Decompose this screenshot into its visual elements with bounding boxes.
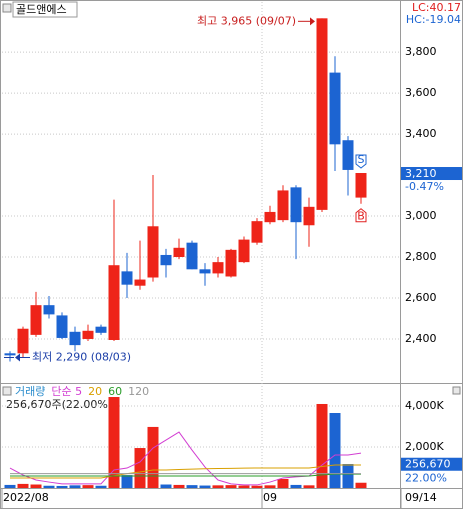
volume-bar — [121, 475, 133, 488]
volume-bar — [82, 485, 94, 488]
volume-bar — [43, 485, 55, 488]
volume-bar — [30, 484, 42, 488]
candle-body — [69, 331, 81, 346]
x-tick-label: 09/14 — [405, 491, 437, 504]
candle-body — [342, 140, 354, 170]
candle-body — [30, 305, 42, 335]
y-tick-label: 2,000K — [405, 440, 444, 453]
volume-note: 256,670주(22.00%) — [6, 398, 112, 411]
candle-body — [277, 190, 289, 221]
annotation-arrowhead — [15, 353, 20, 362]
legend-entry: 20 — [88, 385, 102, 398]
y-tick-label: 2,600 — [405, 291, 437, 304]
volume-bar — [4, 484, 16, 488]
chart-title: 골드앤에스 — [16, 3, 67, 16]
y-tick-label: 3,600 — [405, 86, 437, 99]
candle-body — [173, 247, 185, 258]
volume-bar — [355, 482, 367, 488]
lc-label: LC:40.17 — [412, 1, 461, 14]
candle-body — [212, 262, 224, 274]
volume-bar — [199, 485, 211, 488]
y-tick-label: 2,400 — [405, 332, 437, 345]
candle-body — [82, 330, 94, 339]
volume-bar — [56, 485, 68, 488]
candle-body — [329, 72, 341, 145]
candle-body — [355, 173, 367, 198]
ma-line — [10, 464, 361, 479]
y-tick-label: 2,800 — [405, 250, 437, 263]
volume-bar — [108, 397, 120, 488]
ma-line — [10, 473, 361, 477]
candle-body — [238, 239, 250, 263]
legend-entry: 거래량 — [15, 385, 45, 398]
candle-body — [95, 326, 107, 333]
candle-body — [303, 206, 315, 226]
candle-body — [56, 315, 68, 338]
buy-signal — [355, 208, 367, 223]
candle-body — [186, 242, 198, 270]
volume-bar — [316, 403, 328, 488]
annotation-arrowhead — [310, 17, 315, 26]
volume-bar — [147, 426, 159, 488]
volume-bar — [303, 485, 315, 488]
candle-body — [316, 18, 328, 210]
volume-bar — [134, 448, 146, 488]
ratio-label: 22.00% — [405, 472, 447, 485]
candle-body — [251, 221, 263, 243]
x-tick-label: 2022/08 — [3, 491, 49, 504]
candle-body — [43, 305, 55, 315]
x-tick-label: 09 — [263, 491, 277, 504]
sell-signal — [355, 154, 367, 169]
candle-body — [17, 328, 29, 354]
low-annotation: 최저 2,290 (08/03) — [32, 351, 131, 364]
volume-bar — [264, 485, 276, 488]
candle-body — [4, 353, 16, 356]
volume-bar — [160, 484, 172, 488]
volume-bar — [17, 483, 29, 488]
panel-icon[interactable] — [2, 3, 12, 13]
candle-body — [225, 249, 237, 277]
y-tick-label: 4,000K — [405, 399, 444, 412]
volume-bar — [290, 484, 302, 488]
candle-body — [264, 211, 276, 223]
legend-entry: 단순 5 — [51, 385, 82, 398]
legend-entry: 60 — [108, 385, 122, 398]
panel-close[interactable] — [452, 386, 461, 395]
last-volume-box — [401, 457, 462, 471]
volume-bar — [277, 478, 289, 488]
candle-body — [134, 279, 146, 286]
hc-label: HC:-19.04 — [406, 13, 461, 26]
candle-body — [121, 271, 133, 285]
volume-bar — [225, 485, 237, 488]
y-tick-label: 3,800 — [405, 45, 437, 58]
last-volume-label: 256,670 — [405, 458, 451, 471]
candle-body — [290, 187, 302, 223]
legend-entry: 120 — [128, 385, 149, 398]
y-tick-label: 3,400 — [405, 127, 437, 140]
volume-bar — [173, 484, 185, 488]
y-tick-label: 3,000 — [405, 209, 437, 222]
candle-body — [108, 265, 120, 340]
high-annotation: 최고 3,965 (09/07) — [197, 14, 296, 27]
volume-bar — [69, 485, 81, 488]
volume-bar — [238, 485, 250, 488]
volume-bar — [212, 485, 224, 488]
title-box — [12, 1, 78, 18]
last-price-box — [401, 167, 462, 181]
panel-icon[interactable] — [2, 386, 12, 396]
volume-bar — [186, 485, 198, 488]
change-label: -0.47% — [405, 180, 444, 193]
candle-body — [199, 269, 211, 274]
volume-bar — [329, 413, 341, 488]
candle-body — [147, 226, 159, 278]
buy-signal-label: B — [357, 210, 365, 223]
last-price-label: 3,210 — [405, 167, 437, 180]
sell-signal-label: S — [358, 153, 365, 166]
volume-bar — [251, 485, 263, 488]
volume-bar — [95, 485, 107, 488]
candle-body — [160, 254, 172, 266]
volume-bar — [342, 464, 354, 488]
